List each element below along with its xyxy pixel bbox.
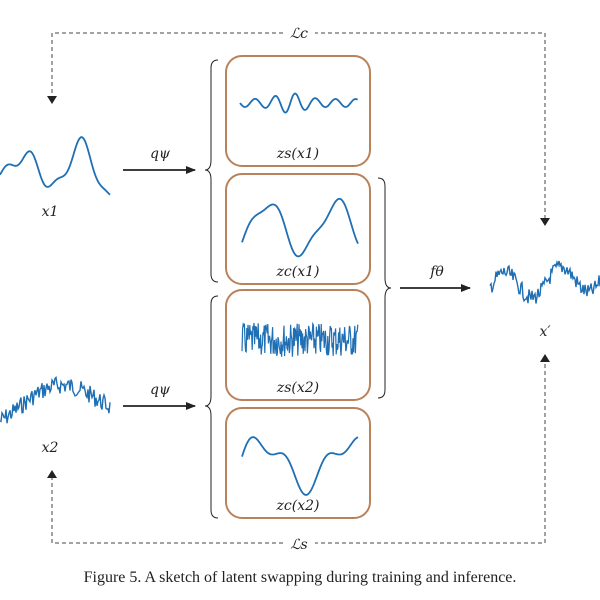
latent-box-zc-x2 — [225, 407, 371, 519]
signal-zs-x1 — [239, 92, 359, 114]
latent-box-zs-x1 — [225, 55, 371, 167]
figure-caption: Figure 5. A sketch of latent swapping du… — [83, 569, 517, 586]
loss-s-label: ℒs — [290, 537, 307, 553]
zs-x1-label: zs(x1) — [276, 146, 319, 162]
signal-zs-x2 — [241, 321, 359, 357]
brace-x2 — [204, 295, 219, 519]
x2-label: x2 — [42, 440, 59, 456]
loss-c-arrow-left — [47, 96, 57, 104]
zs-x2-label: zs(x2) — [276, 380, 319, 396]
x-prime-label: x′ — [539, 324, 551, 340]
brace-mixed — [377, 177, 392, 399]
x1-label: x1 — [42, 204, 59, 220]
signal-x1 — [0, 136, 111, 196]
signal-x-prime — [489, 259, 600, 304]
loss-s-arrow-left — [47, 470, 57, 478]
zc-x1-label: zc(x1) — [276, 264, 320, 280]
brace-x1 — [204, 59, 219, 283]
loss-c-label: ℒc — [290, 26, 308, 42]
signal-zc-x2 — [241, 436, 359, 496]
loss-s-loop — [51, 360, 546, 544]
loss-s-arrow-right — [540, 354, 550, 362]
loss-c-arrow-right — [540, 218, 550, 226]
signal-x2 — [0, 376, 111, 424]
q-top-label: qψ — [150, 146, 171, 162]
signal-zc-x1 — [241, 197, 359, 258]
latent-box-zc-x1 — [225, 173, 371, 285]
q-bottom-label: qψ — [150, 382, 171, 398]
f-label: fθ — [429, 264, 444, 280]
loss-c-loop — [51, 32, 546, 222]
zc-x2-label: zc(x2) — [276, 498, 320, 514]
